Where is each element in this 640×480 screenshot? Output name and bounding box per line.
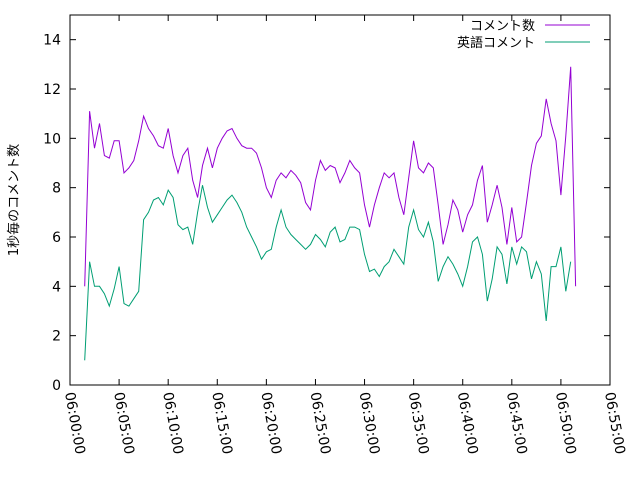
x-tick-label: 06:15:00	[208, 391, 235, 456]
x-tick-label: 06:05:00	[110, 391, 137, 456]
x-tick-label: 06:35:00	[405, 391, 432, 456]
x-tick-label: 06:25:00	[307, 391, 334, 456]
y-tick-label: 6	[52, 230, 61, 246]
x-tick-label: 06:50:00	[552, 391, 579, 456]
y-tick-label: 0	[52, 378, 61, 394]
y-axis-label: 1秒毎のコメント数	[6, 144, 22, 256]
y-tick-label: 14	[43, 33, 61, 49]
plot-border	[69, 14, 611, 386]
x-tick-label: 06:30:00	[356, 391, 383, 456]
x-tick-label: 06:20:00	[257, 391, 284, 456]
chart-series	[84, 66, 577, 361]
legend-label-1: コメント数	[470, 19, 535, 34]
x-tick-label: 06:55:00	[601, 391, 628, 456]
y-tick-label: 4	[52, 279, 61, 295]
x-tick-label: 06:00:00	[61, 391, 88, 456]
x-tick-label: 06:40:00	[454, 391, 481, 456]
series-line-2	[84, 185, 572, 361]
y-tick-label: 8	[52, 181, 61, 197]
chart-axes: 0 2 4 6 8 10 12 14 06:00:00 06:05:00 06:10:00 06:15…	[43, 14, 628, 456]
x-tick-label: 06:45:00	[503, 391, 530, 456]
y-tick-label: 12	[43, 82, 61, 98]
legend-label-2: 英語コメント	[457, 35, 535, 51]
x-tick-label: 06:10:00	[159, 391, 186, 456]
y-tick-label: 2	[52, 329, 61, 345]
y-tick-label: 10	[43, 131, 61, 147]
series-line-1	[84, 66, 577, 287]
